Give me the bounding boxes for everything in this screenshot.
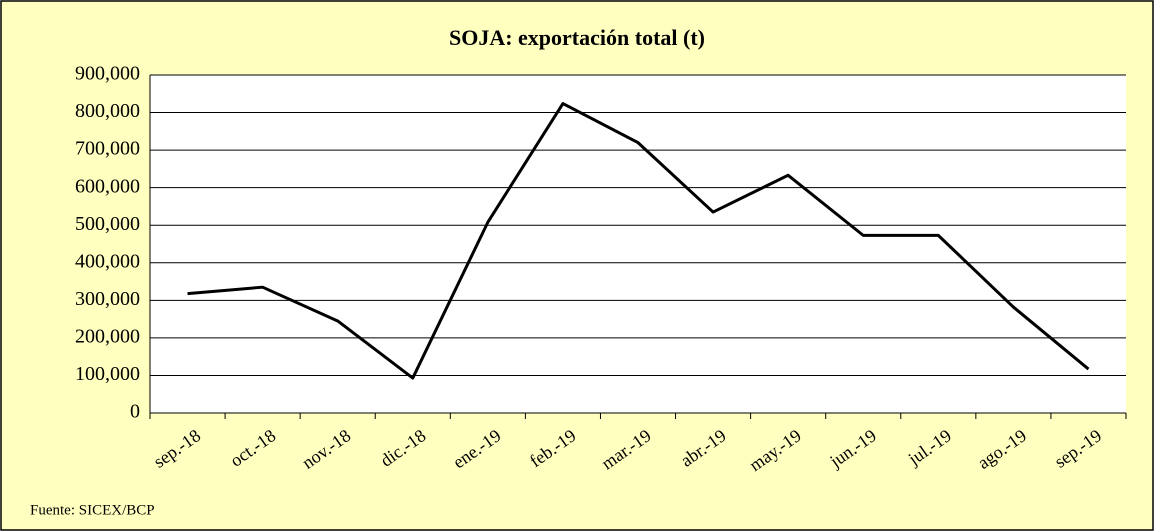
y-tick-label: 800,000 (75, 100, 140, 122)
y-tick-label: 600,000 (75, 175, 140, 197)
line (187, 102, 1090, 380)
y-tick-label: 0 (130, 401, 140, 423)
y-tick-label: 700,000 (75, 138, 140, 160)
y-tick-label: 300,000 (75, 288, 140, 310)
y-tick-label: 400,000 (75, 250, 140, 272)
chart-title: SOJA: exportación total (t) (449, 25, 705, 50)
source: Fuente: SICEX/BCP (30, 502, 155, 518)
y-tick-label: 500,000 (75, 213, 140, 235)
y-tick-label: 200,000 (75, 325, 140, 347)
y-tick-label: 100,000 (75, 363, 140, 385)
y-tick-label: 900,000 (75, 63, 140, 85)
plot-area (150, 75, 1126, 413)
